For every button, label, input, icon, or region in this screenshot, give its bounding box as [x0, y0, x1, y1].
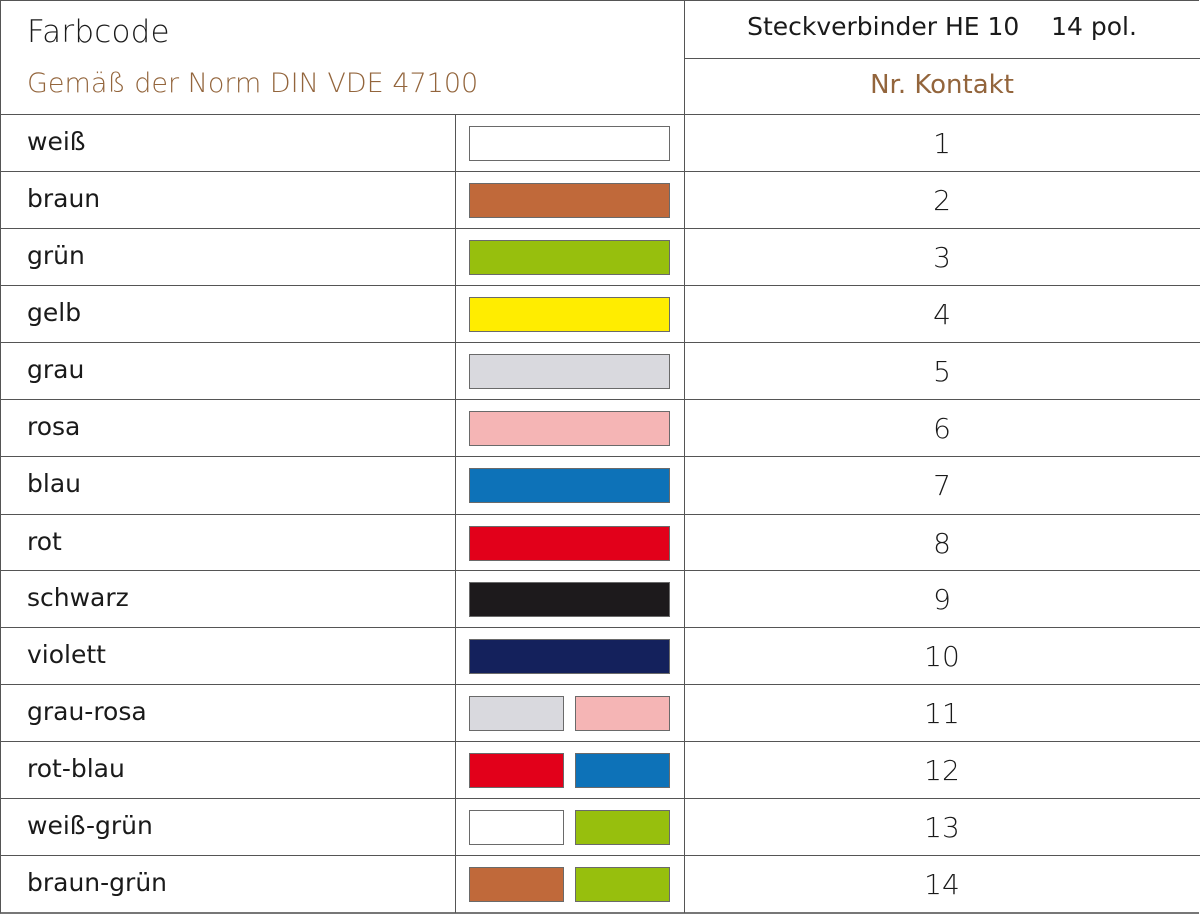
contact-number: 8: [933, 527, 951, 560]
contact-number: 5: [933, 355, 951, 388]
color-swatch: [575, 696, 670, 731]
contact-number: 3: [933, 241, 951, 274]
contact-number: 11: [924, 697, 960, 730]
color-name: rot-blau: [27, 754, 125, 783]
row-divider: [0, 514, 1200, 515]
row-divider: [0, 171, 1200, 172]
color-name: grau: [27, 355, 85, 384]
table-row: grau 5: [0, 343, 1200, 400]
color-name: violett: [27, 640, 106, 669]
color-swatch: [469, 867, 564, 902]
color-name: grau-rosa: [27, 697, 147, 726]
row-divider: [0, 228, 1200, 229]
connector-title: Steckverbinder HE 10 14 pol.: [747, 12, 1137, 41]
contact-number: 10: [924, 640, 960, 673]
color-swatch: [575, 753, 670, 788]
row-divider: [0, 798, 1200, 799]
row-divider: [0, 342, 1200, 343]
row-divider: [0, 114, 1200, 115]
color-swatch: [469, 354, 670, 389]
row-divider: [0, 285, 1200, 286]
color-swatch: [469, 126, 670, 161]
color-swatch: [575, 867, 670, 902]
row-divider: [0, 855, 1200, 856]
color-swatch: [469, 753, 564, 788]
color-name: gelb: [27, 298, 82, 327]
color-name: rosa: [27, 412, 81, 441]
header-divider: [684, 58, 1200, 59]
table-row: rot 8: [0, 515, 1200, 572]
color-name: schwarz: [27, 583, 129, 612]
contact-number: 9: [933, 583, 951, 616]
color-name: rot: [27, 527, 62, 556]
table-row: gelb 4: [0, 286, 1200, 343]
color-swatch: [469, 639, 670, 674]
color-name: braun-grün: [27, 868, 168, 897]
contact-column-header: Nr. Kontakt: [870, 70, 1014, 100]
table-row: blau 7: [0, 457, 1200, 514]
color-swatch: [469, 411, 670, 446]
table-row: grün 3: [0, 229, 1200, 286]
table-row: braun-grün 14: [0, 856, 1200, 913]
table-row: grau-rosa 11: [0, 685, 1200, 742]
color-swatch: [575, 810, 670, 845]
table-row: rosa 6: [0, 400, 1200, 457]
page-title: Farbcode: [27, 14, 170, 50]
contact-number: 6: [933, 412, 951, 445]
row-divider: [0, 399, 1200, 400]
contact-number: 2: [933, 184, 951, 217]
contact-number: 7: [933, 469, 951, 502]
column-divider: [455, 114, 456, 913]
color-swatch: [469, 468, 670, 503]
contact-number: 1: [933, 127, 951, 160]
row-divider: [0, 741, 1200, 742]
row-divider: [0, 684, 1200, 685]
row-divider: [0, 456, 1200, 457]
table-row: violett 10: [0, 628, 1200, 685]
color-name: grün: [27, 241, 85, 270]
color-name: braun: [27, 184, 101, 213]
color-swatch: [469, 183, 670, 218]
contact-number: 12: [924, 754, 960, 787]
color-name: blau: [27, 469, 81, 498]
color-swatch: [469, 582, 670, 617]
table-row: rot-blau 12: [0, 742, 1200, 799]
color-name: weiß-grün: [27, 811, 153, 840]
table-row: weiß-grün 13: [0, 799, 1200, 856]
color-swatch: [469, 240, 670, 275]
row-divider: [0, 570, 1200, 571]
row-divider: [0, 627, 1200, 628]
contact-number: 4: [933, 298, 951, 331]
table-row: schwarz 9: [0, 571, 1200, 628]
color-swatch: [469, 297, 670, 332]
contact-number: 13: [924, 811, 960, 844]
color-swatch: [469, 810, 564, 845]
color-name: weiß: [27, 127, 86, 156]
contact-number: 14: [924, 868, 960, 901]
norm-subtitle: Gemäß der Norm DIN VDE 47100: [27, 68, 479, 99]
color-swatch: [469, 526, 670, 561]
color-swatch: [469, 696, 564, 731]
table-row: weiß 1: [0, 115, 1200, 172]
table-row: braun 2: [0, 172, 1200, 229]
